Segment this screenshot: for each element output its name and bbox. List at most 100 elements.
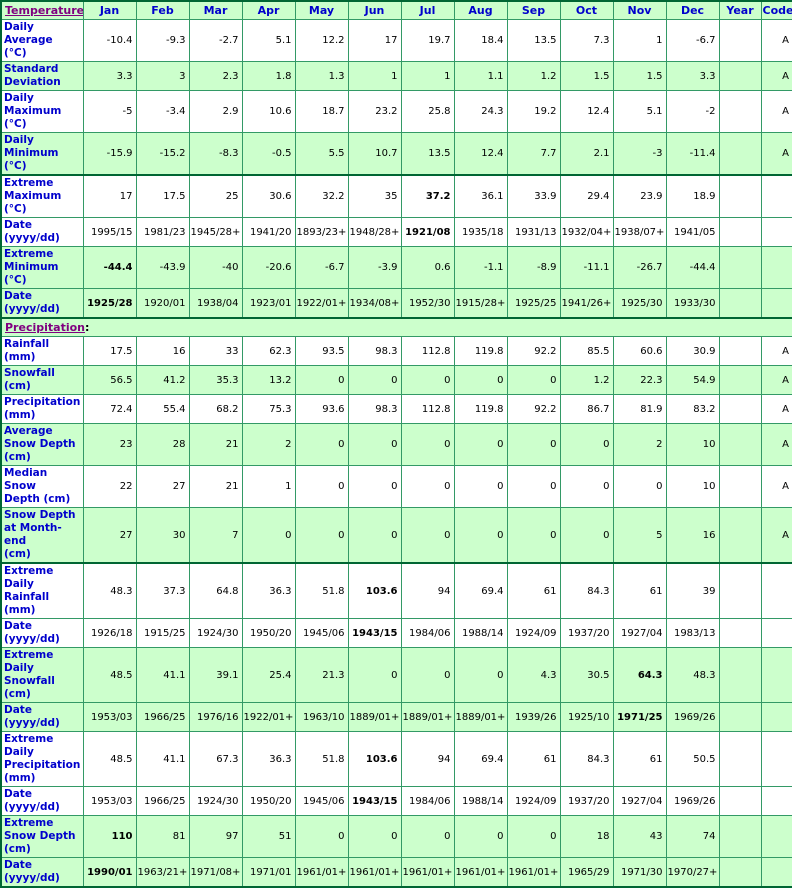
table-row: Date (yyyy/dd) 1925/28 1920/01 1938/04 1923/… bbox=[0, 288, 792, 319]
code-cell: A bbox=[760, 465, 792, 508]
value-cell-jun: 23.2 bbox=[347, 90, 402, 133]
value-cell-feb: 1966/25 bbox=[135, 786, 190, 816]
code-cell bbox=[760, 647, 792, 703]
value-cell-mar: 1976/16 bbox=[188, 702, 243, 732]
value-cell-oct: 7.3 bbox=[559, 19, 614, 62]
value-cell-sep: 1931/13 bbox=[506, 217, 561, 247]
value-cell-jul: 94 bbox=[400, 731, 455, 787]
value-cell-jul: 94 bbox=[400, 562, 455, 619]
precipitation-section-header: Precipitation: bbox=[0, 317, 792, 337]
value-cell-feb: 1920/01 bbox=[135, 288, 190, 319]
table-row: Daily Average (°C) -10.4 -9.3 -2.7 5.1 12.2 17… bbox=[0, 19, 792, 62]
value-cell-oct: 29.4 bbox=[559, 174, 614, 218]
column-header-code: Code bbox=[760, 0, 792, 20]
column-header-oct: Oct bbox=[559, 0, 614, 20]
precipitation-colon: : bbox=[84, 321, 90, 334]
value-cell-sep: 33.9 bbox=[506, 174, 561, 218]
column-header-jan: Jan bbox=[82, 0, 137, 20]
value-cell-aug: 1.1 bbox=[453, 61, 508, 91]
value-cell-apr: -20.6 bbox=[241, 246, 296, 289]
value-cell-jan: -5 bbox=[82, 90, 137, 133]
table-row: Rainfall (mm) 17.5 16 33 62.3 93.5 98.3 112.8 11… bbox=[0, 336, 792, 366]
value-cell-nov: 64.3 bbox=[612, 647, 667, 703]
value-cell-feb: 1966/25 bbox=[135, 702, 190, 732]
value-cell-sep: 61 bbox=[506, 562, 561, 619]
value-cell-may: 1893/23+ bbox=[294, 217, 349, 247]
code-cell: A bbox=[760, 507, 792, 564]
value-cell-jun: 98.3 bbox=[347, 394, 402, 424]
value-cell-jan: 3.3 bbox=[82, 61, 137, 91]
row-label: Daily Average (°C) bbox=[0, 19, 84, 62]
value-cell-jul: 0 bbox=[400, 365, 455, 395]
value-cell-sep: 0 bbox=[506, 365, 561, 395]
value-cell-dec: 10 bbox=[665, 465, 720, 508]
value-cell-nov: -3 bbox=[612, 132, 667, 176]
value-cell-aug: 24.3 bbox=[453, 90, 508, 133]
value-cell-may: 12.2 bbox=[294, 19, 349, 62]
year-cell bbox=[718, 394, 762, 424]
value-cell-feb: -9.3 bbox=[135, 19, 190, 62]
column-header-mar: Mar bbox=[188, 0, 243, 20]
row-label: Standard Deviation bbox=[0, 61, 84, 91]
column-header-may: May bbox=[294, 0, 349, 20]
value-cell-dec: 18.9 bbox=[665, 174, 720, 218]
year-cell bbox=[718, 217, 762, 247]
code-cell: A bbox=[760, 132, 792, 176]
code-cell bbox=[760, 288, 792, 319]
value-cell-jul: 0 bbox=[400, 423, 455, 466]
precipitation-link[interactable]: Precipitation bbox=[5, 321, 85, 334]
value-cell-nov: 61 bbox=[612, 731, 667, 787]
value-cell-mar: -40 bbox=[188, 246, 243, 289]
year-cell bbox=[718, 61, 762, 91]
year-cell bbox=[718, 19, 762, 62]
year-cell bbox=[718, 702, 762, 732]
value-cell-apr: 1923/01 bbox=[241, 288, 296, 319]
code-cell: A bbox=[760, 423, 792, 466]
value-cell-apr: 75.3 bbox=[241, 394, 296, 424]
value-cell-nov: 5 bbox=[612, 507, 667, 564]
row-label: Extreme Maximum (°C) bbox=[0, 174, 84, 218]
row-label: Snowfall (cm) bbox=[0, 365, 84, 395]
value-cell-jun: 0 bbox=[347, 647, 402, 703]
table-row: Date (yyyy/dd) 1953/03 1966/25 1924/30 1950/… bbox=[0, 786, 792, 816]
value-cell-jun: 1934/08+ bbox=[347, 288, 402, 319]
value-cell-sep: 1924/09 bbox=[506, 786, 561, 816]
value-cell-jan: 22 bbox=[82, 465, 137, 508]
value-cell-apr: 62.3 bbox=[241, 336, 296, 366]
value-cell-jan: 17 bbox=[82, 174, 137, 218]
value-cell-feb: -15.2 bbox=[135, 132, 190, 176]
value-cell-may: 32.2 bbox=[294, 174, 349, 218]
value-cell-jun: 0 bbox=[347, 507, 402, 564]
value-cell-may: 1963/10 bbox=[294, 702, 349, 732]
year-cell bbox=[718, 731, 762, 787]
value-cell-apr: 1950/20 bbox=[241, 786, 296, 816]
value-cell-feb: 55.4 bbox=[135, 394, 190, 424]
value-cell-may: 21.3 bbox=[294, 647, 349, 703]
row-label: Date (yyyy/dd) bbox=[0, 857, 84, 888]
value-cell-aug: 0 bbox=[453, 365, 508, 395]
value-cell-oct: 1937/20 bbox=[559, 618, 614, 648]
table-row: Extreme Maximum (°C) 17 17.5 25 30.6 32.2 35 37… bbox=[0, 174, 792, 218]
temperature-link[interactable]: Temperature bbox=[5, 4, 83, 17]
table-row: Average Snow Depth (cm) 23 28 21 2 0 0 0 0 0 0 2 10 A bbox=[0, 423, 792, 466]
column-header-aug: Aug bbox=[453, 0, 508, 20]
year-cell bbox=[718, 857, 762, 888]
value-cell-oct: 84.3 bbox=[559, 731, 614, 787]
value-cell-sep: -8.9 bbox=[506, 246, 561, 289]
value-cell-jul: 1889/01+ bbox=[400, 702, 455, 732]
code-cell bbox=[760, 815, 792, 858]
value-cell-sep: 61 bbox=[506, 731, 561, 787]
value-cell-jun: 103.6 bbox=[347, 562, 402, 619]
code-cell: A bbox=[760, 61, 792, 91]
table-row: Date (yyyy/dd) 1926/18 1915/25 1924/30 1950/… bbox=[0, 618, 792, 648]
value-cell-may: 1.3 bbox=[294, 61, 349, 91]
column-header-dec: Dec bbox=[665, 0, 720, 20]
value-cell-aug: 1961/01+ bbox=[453, 857, 508, 888]
value-cell-feb: 41.2 bbox=[135, 365, 190, 395]
value-cell-may: 93.5 bbox=[294, 336, 349, 366]
value-cell-sep: 0 bbox=[506, 507, 561, 564]
value-cell-sep: 1925/25 bbox=[506, 288, 561, 319]
value-cell-apr: 13.2 bbox=[241, 365, 296, 395]
value-cell-nov: 0 bbox=[612, 465, 667, 508]
